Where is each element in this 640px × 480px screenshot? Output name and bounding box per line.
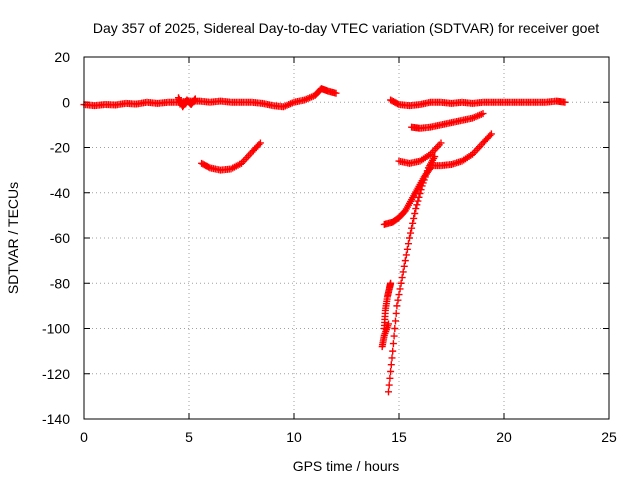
y-tick-label: -140 [42, 411, 70, 427]
x-tick-label: 0 [80, 429, 88, 445]
data-point [486, 131, 494, 139]
data-point [561, 98, 569, 106]
data-point [387, 279, 395, 287]
data-point [416, 190, 424, 198]
y-tick-label: -20 [50, 140, 70, 156]
data-point [387, 361, 395, 369]
data-point [393, 302, 401, 310]
data-point [406, 234, 413, 242]
x-tick-label: 5 [185, 429, 193, 445]
data-markers [80, 85, 569, 396]
data-point [409, 219, 417, 227]
data-point [415, 193, 423, 201]
data-point [390, 332, 398, 340]
data-point [408, 224, 416, 232]
data-point [332, 89, 340, 97]
data-point [394, 100, 402, 108]
data-point [479, 110, 487, 118]
y-tick-label: -40 [50, 185, 70, 201]
series-3 [387, 96, 569, 110]
data-point [431, 153, 439, 161]
data-point [411, 209, 419, 217]
data-point [255, 140, 263, 148]
x-tick-label: 25 [601, 429, 617, 445]
data-point [414, 197, 422, 205]
data-point [397, 279, 405, 287]
y-tick-label: -80 [50, 275, 70, 291]
plot-frame [83, 56, 610, 420]
data-point [391, 325, 399, 332]
data-point [191, 95, 199, 103]
y-tick-label: 20 [54, 49, 70, 65]
data-point [396, 285, 404, 293]
data-point [399, 268, 407, 276]
data-point [385, 320, 392, 328]
data-point [392, 317, 399, 325]
data-point [412, 205, 420, 213]
data-point [395, 291, 403, 299]
y-tick-label: -60 [50, 230, 70, 246]
series-5 [395, 139, 445, 167]
x-tick-label: 10 [286, 429, 302, 445]
data-point [386, 374, 394, 382]
y-tick-label: 0 [62, 94, 70, 110]
data-point [205, 163, 213, 171]
data-point [403, 245, 411, 253]
data-point [417, 186, 425, 194]
y-axis-label: SDTVAR / TECUs [5, 182, 21, 294]
data-point [407, 229, 415, 237]
data-point [394, 296, 402, 304]
series-4 [408, 110, 487, 132]
data-point [389, 347, 397, 355]
chart-title: Day 357 of 2025, Sidereal Day-to-day VTE… [93, 20, 599, 36]
x-tick-label: 20 [496, 429, 512, 445]
data-point [388, 354, 396, 362]
series-2 [198, 139, 264, 174]
data-point [487, 130, 495, 138]
series-0 [80, 85, 340, 111]
data-point [385, 381, 393, 389]
data-point [392, 309, 400, 317]
data-point [256, 139, 264, 147]
x-axis-label: GPS time / hours [293, 458, 400, 474]
data-point [413, 201, 421, 209]
y-tick-label: -120 [42, 366, 70, 382]
data-point [400, 262, 408, 270]
series-1 [175, 94, 199, 111]
data-point [404, 240, 412, 248]
series-10 [378, 320, 392, 351]
data-point [437, 139, 445, 147]
data-point [387, 367, 395, 375]
data-point [401, 257, 409, 265]
data-point [402, 251, 410, 259]
data-point [385, 388, 392, 396]
data-point [410, 214, 418, 222]
y-tick-label: -100 [42, 321, 70, 337]
data-point [398, 274, 406, 282]
grid [84, 57, 609, 419]
data-point [389, 340, 397, 348]
series-8 [385, 153, 439, 396]
x-tick-label: 15 [391, 429, 407, 445]
axis-ticks: 0 5 10 15 20 25 -140 -120 -100 -80 -60 -40 -20 0 20 [42, 49, 617, 445]
